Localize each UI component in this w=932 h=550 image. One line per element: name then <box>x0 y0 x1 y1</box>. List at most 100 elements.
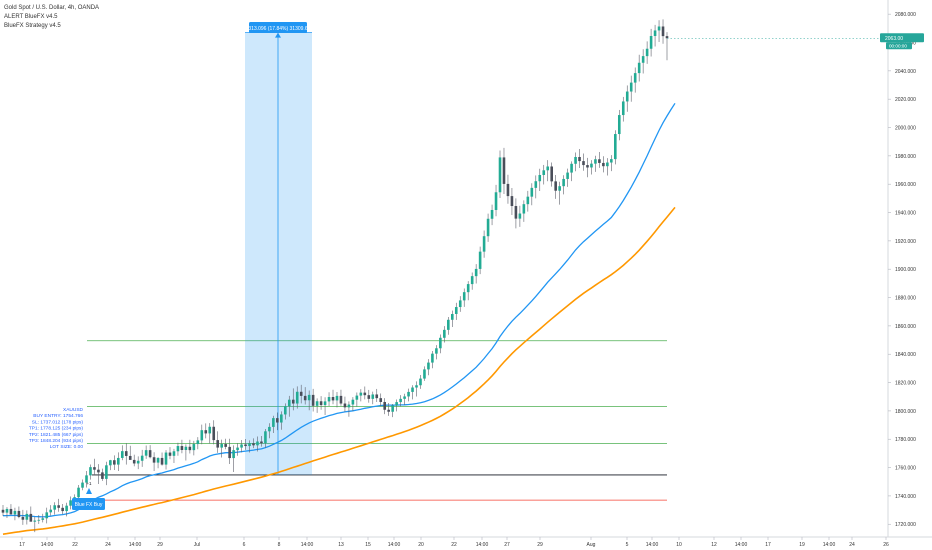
price-tick-label: 1900.000 <box>895 267 916 273</box>
candle-up <box>407 391 410 397</box>
candle-up <box>355 395 359 400</box>
candle-up <box>574 156 577 164</box>
candle-down <box>578 156 581 162</box>
last-price-label: 2063.00 <box>885 36 903 42</box>
candle-down <box>188 446 192 451</box>
candle-up <box>419 378 422 386</box>
price-tick-label: 1880.000 <box>895 296 916 302</box>
slow-ma-line <box>2 206 676 535</box>
chart-legend: Gold Spot / U.S. Dollar, 4h, OANDA ALERT… <box>4 4 99 31</box>
measure-label-box <box>249 22 307 33</box>
price-tick-label: 1860.000 <box>895 324 916 330</box>
candle-up <box>144 450 148 456</box>
candle-up <box>458 300 462 308</box>
candle-down <box>554 181 557 191</box>
candle-down <box>339 395 343 404</box>
candle-down <box>124 451 128 456</box>
candle-up <box>347 404 351 408</box>
candle-down <box>17 510 21 518</box>
price-tick-label: 2080.000 <box>895 12 916 18</box>
candle-down <box>228 446 231 459</box>
candle-down <box>665 36 669 39</box>
candle-down <box>506 183 510 197</box>
candle-down <box>21 517 25 520</box>
candle-up <box>562 178 565 187</box>
candle-down <box>1 509 5 513</box>
countdown-label: 00:00:00 <box>889 43 907 48</box>
price-axis[interactable]: 1720.000 1740.000 1760.000 1780.000 1800.000… <box>667 12 924 528</box>
time-tick-label: 19 <box>799 542 805 548</box>
candle-up <box>85 475 88 483</box>
candle-down <box>502 157 506 184</box>
price-tick-label: 1960.000 <box>895 182 916 188</box>
trade-info-line: TP1: 1778.125 (234 pips) <box>29 426 84 432</box>
price-tick-label: 2000.000 <box>895 126 916 132</box>
indicator-strategy-label[interactable]: BlueFX Strategy v4.5 <box>4 23 61 29</box>
signal-marker: +1 <box>86 481 92 486</box>
candle-down <box>160 457 164 465</box>
candle-up <box>625 91 629 102</box>
time-tick-label: 15 <box>365 542 371 548</box>
price-range-measure: 313.096 (17.84%) 31309.6 <box>245 22 312 475</box>
symbol-title[interactable]: Gold Spot / U.S. Dollar, 4h, OANDA <box>4 5 100 11</box>
candle-up <box>443 329 446 338</box>
candle-up <box>69 500 72 506</box>
candle-down <box>148 450 152 458</box>
time-tick-label: 20 <box>418 542 424 548</box>
time-tick-label: 14:00 <box>823 542 836 548</box>
candle-up <box>371 394 375 399</box>
time-tick-label: 6 <box>243 542 246 548</box>
candle-down <box>510 196 514 207</box>
candle-down <box>9 508 13 515</box>
candle-down <box>260 441 263 444</box>
candle-up <box>315 401 319 406</box>
candle-down <box>375 394 379 399</box>
candle-up <box>415 385 418 388</box>
candle-up <box>411 387 414 392</box>
candle-up <box>474 268 478 277</box>
time-tick-label: 17 <box>765 542 771 548</box>
candle-up <box>629 82 633 92</box>
price-tick-label: 2020.000 <box>895 97 916 103</box>
trade-info-line: BUY ENTRY: 1754.766 <box>33 413 83 419</box>
candle-up <box>280 414 283 423</box>
candle-up <box>606 162 609 167</box>
moving-average-lines <box>2 102 676 535</box>
candle-down <box>319 401 323 406</box>
time-axis[interactable]: 17 14:00 22 24 14:00 29 Jul 6 8 14:00 13 15 14:00 20 2… <box>19 537 889 548</box>
candle-up <box>327 397 331 402</box>
candle-up <box>526 196 530 205</box>
price-tick-label: 1800.000 <box>895 409 916 415</box>
candle-up <box>156 457 160 463</box>
candle-up <box>538 174 542 182</box>
candle-up <box>447 319 450 330</box>
candle-up <box>486 218 490 237</box>
candle-up <box>617 115 621 135</box>
candle-up <box>120 451 124 458</box>
candle-up <box>403 396 406 399</box>
candle-up <box>89 467 92 476</box>
candle-down <box>132 459 136 464</box>
price-tick-label: 1940.000 <box>895 211 916 217</box>
time-tick-label: 5 <box>626 542 629 548</box>
candle-down <box>331 397 335 401</box>
candle-up <box>220 444 223 448</box>
candle-up <box>37 519 41 521</box>
candle-up <box>653 30 657 36</box>
candle-up <box>65 505 68 512</box>
candle-down <box>29 513 33 522</box>
candle-up <box>184 446 188 451</box>
time-tick-label: 24 <box>849 542 855 548</box>
candle-up <box>522 204 526 214</box>
plot-area[interactable] <box>0 0 932 538</box>
candle-up <box>13 510 17 515</box>
candle-up <box>542 170 546 175</box>
candle-up <box>610 159 613 163</box>
candle-up <box>240 444 243 448</box>
time-tick-label: 14:00 <box>735 542 748 548</box>
indicator-alert-label[interactable]: ALERT BlueFX v4.5 <box>4 14 58 20</box>
candle-up <box>192 444 196 451</box>
candle-down <box>383 401 387 410</box>
candle-up <box>236 447 239 451</box>
